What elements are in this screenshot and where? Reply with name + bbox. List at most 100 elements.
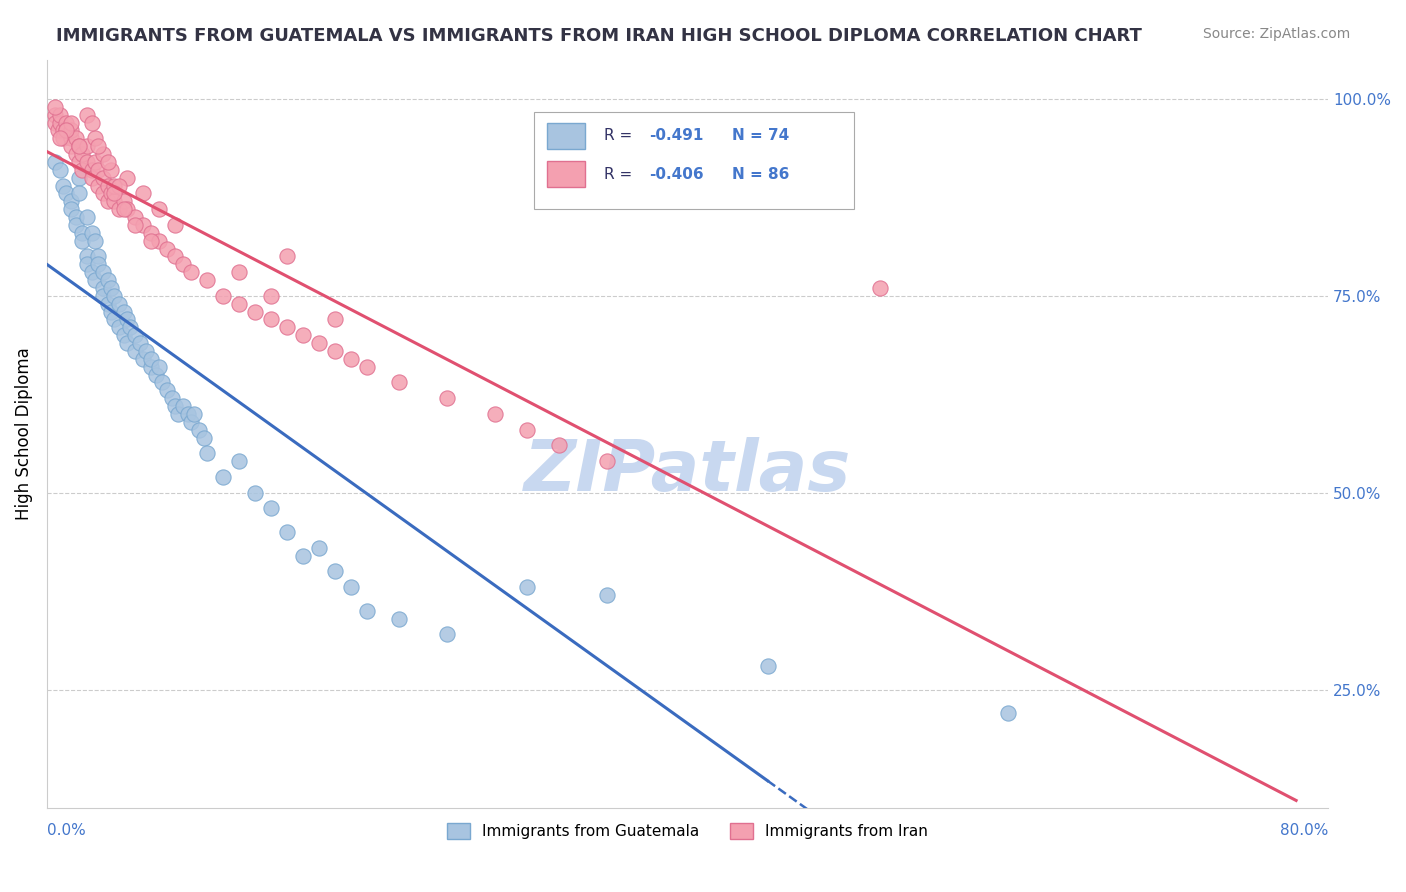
Point <box>115 202 138 217</box>
Point <box>87 178 110 193</box>
Point <box>52 123 75 137</box>
Point <box>308 541 330 555</box>
Point <box>44 100 66 114</box>
Text: IMMIGRANTS FROM GUATEMALA VS IMMIGRANTS FROM IRAN HIGH SCHOOL DIPLOMA CORRELATIO: IMMIGRANTS FROM GUATEMALA VS IMMIGRANTS … <box>56 27 1142 45</box>
Text: ZIPatlas: ZIPatlas <box>524 436 851 506</box>
Point <box>115 170 138 185</box>
Text: -0.406: -0.406 <box>650 167 703 182</box>
Point <box>323 312 346 326</box>
Point <box>148 234 170 248</box>
Point <box>212 289 235 303</box>
Point <box>65 131 87 145</box>
Point <box>44 108 66 122</box>
Point <box>59 194 82 209</box>
Text: -0.491: -0.491 <box>650 128 703 144</box>
Text: 80.0%: 80.0% <box>1279 822 1329 838</box>
Text: N = 86: N = 86 <box>733 167 790 182</box>
Point <box>97 273 120 287</box>
FancyBboxPatch shape <box>534 112 853 210</box>
Point <box>100 304 122 318</box>
Point <box>128 336 150 351</box>
Point <box>67 186 90 201</box>
Point <box>70 147 93 161</box>
Point <box>76 257 98 271</box>
Point <box>100 162 122 177</box>
Point <box>388 612 411 626</box>
Point <box>112 304 135 318</box>
Point <box>67 139 90 153</box>
Point <box>44 115 66 129</box>
Point <box>87 162 110 177</box>
Point <box>91 289 114 303</box>
Point <box>148 202 170 217</box>
Point <box>516 423 538 437</box>
Point <box>76 108 98 122</box>
Point <box>292 549 315 563</box>
Point <box>91 147 114 161</box>
Point <box>596 588 619 602</box>
FancyBboxPatch shape <box>547 123 585 149</box>
Point <box>52 131 75 145</box>
Point <box>84 155 107 169</box>
FancyBboxPatch shape <box>547 161 585 186</box>
Point <box>163 218 186 232</box>
Point <box>108 202 131 217</box>
Point <box>212 470 235 484</box>
Point <box>44 155 66 169</box>
Point <box>76 155 98 169</box>
Point <box>156 242 179 256</box>
Point <box>59 139 82 153</box>
Point <box>180 265 202 279</box>
Point <box>55 186 77 201</box>
Point <box>356 604 378 618</box>
Point <box>150 376 173 390</box>
Point <box>65 210 87 224</box>
Point <box>100 281 122 295</box>
Point <box>80 226 103 240</box>
Point <box>97 297 120 311</box>
Point <box>108 178 131 193</box>
Point <box>108 297 131 311</box>
Point <box>484 407 506 421</box>
Point <box>115 336 138 351</box>
Point <box>132 218 155 232</box>
Point <box>59 131 82 145</box>
Point <box>228 297 250 311</box>
Point <box>55 123 77 137</box>
Point <box>112 202 135 217</box>
Point <box>87 139 110 153</box>
Point <box>70 234 93 248</box>
Text: R =: R = <box>605 167 637 182</box>
Point <box>55 115 77 129</box>
Point <box>76 210 98 224</box>
Point <box>103 312 125 326</box>
Point <box>260 501 283 516</box>
Point <box>59 115 82 129</box>
Point <box>756 659 779 673</box>
Point <box>84 131 107 145</box>
Point <box>163 399 186 413</box>
Point <box>172 257 194 271</box>
Point <box>124 218 146 232</box>
Point <box>59 202 82 217</box>
Y-axis label: High School Diploma: High School Diploma <box>15 347 32 520</box>
Point <box>46 123 69 137</box>
Point <box>139 351 162 366</box>
Point <box>103 289 125 303</box>
Point <box>195 273 218 287</box>
Point <box>103 194 125 209</box>
Point <box>548 438 571 452</box>
Point <box>195 446 218 460</box>
Point <box>48 162 70 177</box>
Point <box>80 115 103 129</box>
Point <box>124 210 146 224</box>
Point <box>87 250 110 264</box>
Point <box>180 415 202 429</box>
Point <box>183 407 205 421</box>
Point <box>124 343 146 358</box>
Point <box>112 194 135 209</box>
Point <box>97 155 120 169</box>
Point <box>97 194 120 209</box>
Point <box>91 186 114 201</box>
Point <box>48 131 70 145</box>
